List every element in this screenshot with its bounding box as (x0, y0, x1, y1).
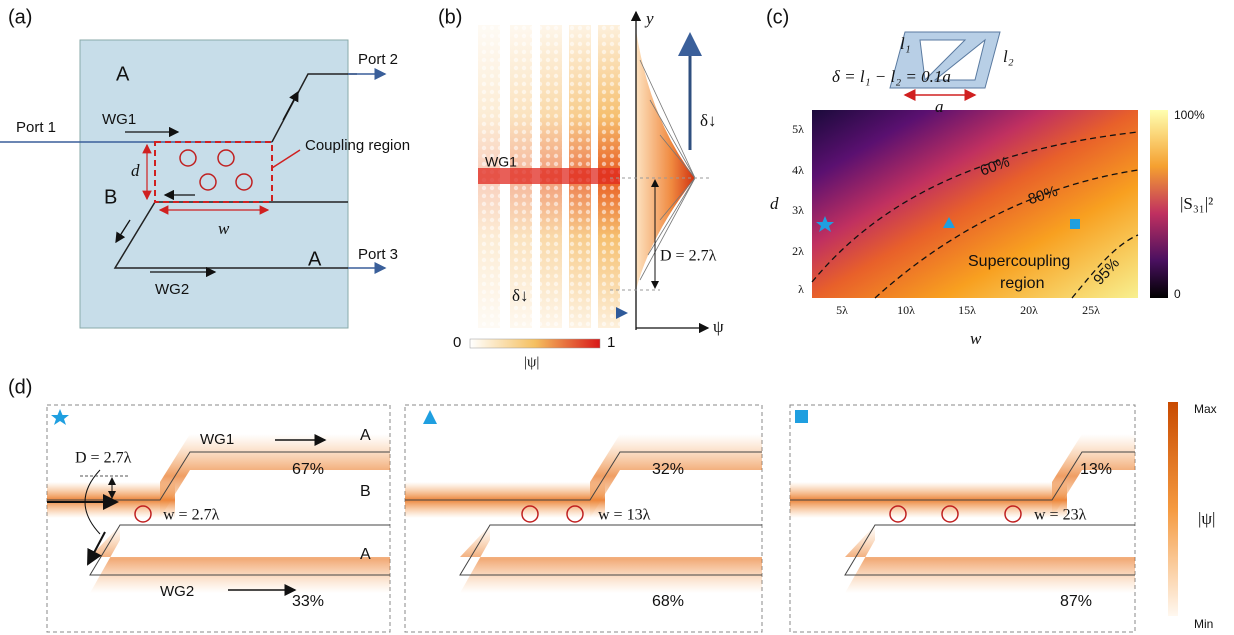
label: δ↓ (512, 286, 529, 305)
label: Port 2 (358, 51, 398, 68)
label: WG1 (485, 154, 517, 170)
label: Min (1194, 617, 1213, 631)
label: region (1000, 275, 1044, 292)
square-marker (1070, 219, 1080, 229)
square-marker (795, 410, 808, 423)
shape (478, 168, 620, 184)
label: 100% (1174, 108, 1205, 122)
label: ψ (713, 317, 724, 336)
label: WG1 (102, 111, 136, 128)
label: 1 (607, 334, 615, 351)
label: y (644, 9, 654, 28)
label: D = 2.7λ (660, 248, 717, 265)
label: w (218, 219, 230, 238)
label: w = 23λ (1034, 507, 1087, 524)
label: WG2 (155, 281, 189, 298)
label: 68% (652, 593, 684, 610)
label: |ψ| (524, 354, 539, 370)
label: A (360, 427, 371, 444)
label: δ↓ (700, 111, 717, 130)
label: Port 3 (358, 246, 398, 263)
label: A (116, 63, 130, 85)
label: 32% (652, 461, 684, 478)
label: (b) (438, 6, 462, 28)
x-tick-label: 15λ (958, 303, 976, 317)
x-tick-label: 25λ (1082, 303, 1100, 317)
x-tick-label: 5λ (836, 303, 848, 317)
y-tick-label: λ (798, 282, 804, 296)
label: w (970, 329, 982, 348)
label: A (360, 546, 371, 563)
label: 67% (292, 461, 324, 478)
label: w = 2.7λ (163, 507, 220, 524)
label: WG1 (200, 431, 234, 448)
label: (d) (8, 376, 32, 398)
label: (a) (8, 6, 32, 28)
label: WG2 (160, 583, 194, 600)
label: d (131, 161, 140, 180)
label: |ψ| (1198, 509, 1215, 528)
label: B (104, 186, 117, 208)
label: 87% (1060, 593, 1092, 610)
label: Coupling region (305, 137, 410, 154)
y-tick-label: 4λ (792, 163, 804, 177)
label: B (360, 483, 371, 500)
label: a (935, 97, 944, 116)
y-tick-label: 2λ (792, 244, 804, 258)
figure: (a) A B A Port 1 Port 2 Port 3 WG1 WG2 Coupling r… (0, 0, 1234, 635)
label: l₁ (900, 34, 911, 53)
field-strips (478, 25, 620, 328)
label: d (770, 194, 779, 213)
label: 33% (292, 593, 324, 610)
colorbar (1150, 110, 1168, 298)
label: D = 2.7λ (75, 450, 132, 467)
label: 0 (453, 334, 461, 351)
label: |S₃₁|² (1180, 194, 1213, 213)
y-tick-label: 5λ (792, 122, 804, 136)
label: w = 13λ (598, 507, 651, 524)
label: (c) (766, 6, 789, 28)
label: 0 (1174, 287, 1181, 301)
y-tick-label: 3λ (792, 203, 804, 217)
label: A (308, 248, 322, 270)
label: Port 1 (16, 119, 56, 136)
colorbar (1168, 402, 1178, 616)
label: δ = l₁ − l₂ = 0.1a (832, 67, 951, 86)
label: Supercoupling (968, 253, 1070, 270)
label: l₂ (1003, 47, 1014, 66)
x-tick-label: 20λ (1020, 303, 1038, 317)
label: 13% (1080, 461, 1112, 478)
label: Max (1194, 402, 1217, 416)
colorbar (470, 339, 600, 348)
x-tick-label: 10λ (897, 303, 915, 317)
arrow-head (616, 307, 628, 319)
